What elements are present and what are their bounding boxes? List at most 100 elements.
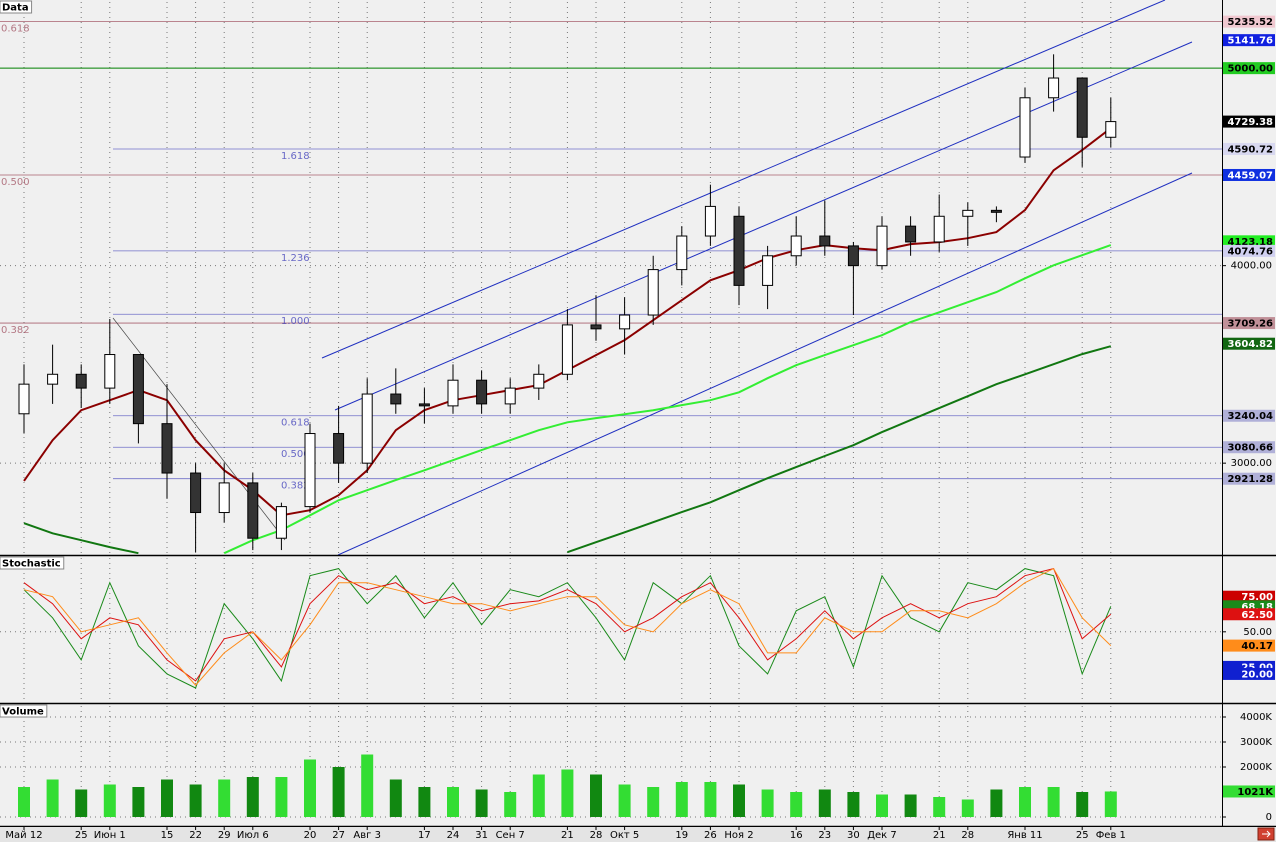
value-tag-label: 4074.76 xyxy=(1227,246,1273,257)
candle-body xyxy=(304,433,316,508)
volume-bar xyxy=(304,759,316,817)
candle-body xyxy=(1076,77,1088,138)
candle-body xyxy=(647,269,659,316)
candle-body xyxy=(733,215,745,286)
volume-bar xyxy=(161,779,173,817)
x-tick-label: 21 xyxy=(933,830,946,841)
value-tag-label: 2921.28 xyxy=(1227,474,1273,485)
candle-body xyxy=(132,354,144,425)
candle-body xyxy=(876,225,888,267)
value-tag xyxy=(1223,317,1275,330)
fib-label: 0.618 xyxy=(1,24,30,35)
value-tag xyxy=(1223,441,1275,454)
x-tick-label: 22 xyxy=(189,830,202,841)
x-tick-label: Июн 1 xyxy=(94,830,126,841)
x-tick-label: Дек 7 xyxy=(867,830,897,841)
candle-body xyxy=(619,314,631,330)
x-tick-label: 17 xyxy=(418,830,431,841)
candle-body xyxy=(533,373,545,389)
candle-body xyxy=(390,393,402,405)
y-tick-label: 3000K xyxy=(1240,737,1272,748)
volume-bar xyxy=(1104,791,1117,817)
volume-bar xyxy=(504,792,517,817)
volume-bar xyxy=(704,782,717,817)
candle-body xyxy=(1105,121,1117,138)
candle-body xyxy=(418,403,430,407)
volume-bar xyxy=(761,789,774,817)
candle-body xyxy=(218,482,230,514)
y-tick-label: 4000K xyxy=(1240,712,1272,723)
value-tag-label: 3240.04 xyxy=(1227,411,1273,422)
candle-body xyxy=(18,383,30,415)
x-tick-label: Фев 1 xyxy=(1096,830,1126,841)
panel-title: Data xyxy=(2,3,29,14)
x-tick-label: 31 xyxy=(475,830,488,841)
time-axis-strip xyxy=(0,827,1276,842)
volume-bar xyxy=(1019,787,1031,817)
channel-top xyxy=(321,0,1166,359)
y-tick-label: 0 xyxy=(1266,812,1272,823)
value-tag-label: 68.18 xyxy=(1241,602,1273,613)
fib-label: 0.618 xyxy=(281,418,310,429)
candle-body xyxy=(447,379,459,407)
value-tag-label: 3604.82 xyxy=(1227,339,1273,350)
candle-body xyxy=(819,235,831,247)
candle-body xyxy=(104,354,116,389)
x-tick-label: 27 xyxy=(332,830,345,841)
stoch-line xyxy=(23,568,1112,689)
x-tick-label: Сен 7 xyxy=(496,830,525,841)
x-tick-label: 21 xyxy=(561,830,574,841)
value-tag-label: 4123.18 xyxy=(1227,237,1273,248)
y-tick-label: 2000K xyxy=(1240,762,1272,773)
candle-body xyxy=(762,255,774,286)
value-tag-label: 62.50 xyxy=(1241,610,1273,621)
volume-bar xyxy=(618,784,631,817)
value-tag xyxy=(1223,244,1275,257)
value-tag-label: 75.00 xyxy=(1241,592,1273,603)
candle-body xyxy=(590,324,602,330)
fib-label: 0.382 xyxy=(281,481,310,492)
fib-label: 0.500 xyxy=(281,449,310,460)
value-tag-label: 4459.07 xyxy=(1227,170,1273,181)
volume-bar xyxy=(876,794,888,817)
volume-bar xyxy=(46,779,59,817)
volume-bar xyxy=(75,789,88,817)
value-tag xyxy=(1223,115,1275,128)
candle-body xyxy=(161,423,173,474)
volume-bar xyxy=(475,789,488,817)
value-tag-label: 1021K xyxy=(1237,787,1274,798)
moving-average xyxy=(223,244,1112,555)
x-tick-label: 30 xyxy=(847,830,860,841)
volume-bar xyxy=(275,777,288,817)
value-tag xyxy=(1223,142,1275,155)
x-tick-label: 25 xyxy=(1076,830,1089,841)
volume-bar xyxy=(218,779,231,817)
x-tick-label: 20 xyxy=(304,830,317,841)
x-tick-label: Май 12 xyxy=(5,830,42,841)
volume-bar xyxy=(246,777,259,817)
value-tag xyxy=(1223,337,1275,350)
candle-body xyxy=(847,245,859,267)
candle-body xyxy=(962,209,974,217)
fib-label: 1.236 xyxy=(281,253,310,264)
value-tag xyxy=(1223,15,1275,28)
volume-bar xyxy=(904,794,917,817)
panel-title-box xyxy=(0,704,48,718)
volume-bar xyxy=(990,789,1003,817)
corner-icon xyxy=(1262,830,1271,838)
channel-middle xyxy=(334,41,1193,411)
value-tag xyxy=(1223,62,1275,75)
candle-body xyxy=(190,472,202,514)
volume-bar xyxy=(847,792,860,817)
channel-bottom xyxy=(337,172,1193,555)
x-tick-label: 16 xyxy=(790,830,803,841)
value-tag xyxy=(1223,785,1275,798)
x-tick-label: 28 xyxy=(590,830,603,841)
value-tag xyxy=(1223,667,1275,680)
candle-body xyxy=(361,393,373,464)
volume-bar xyxy=(389,779,402,817)
candle-body xyxy=(504,387,516,405)
value-tag xyxy=(1223,639,1275,652)
